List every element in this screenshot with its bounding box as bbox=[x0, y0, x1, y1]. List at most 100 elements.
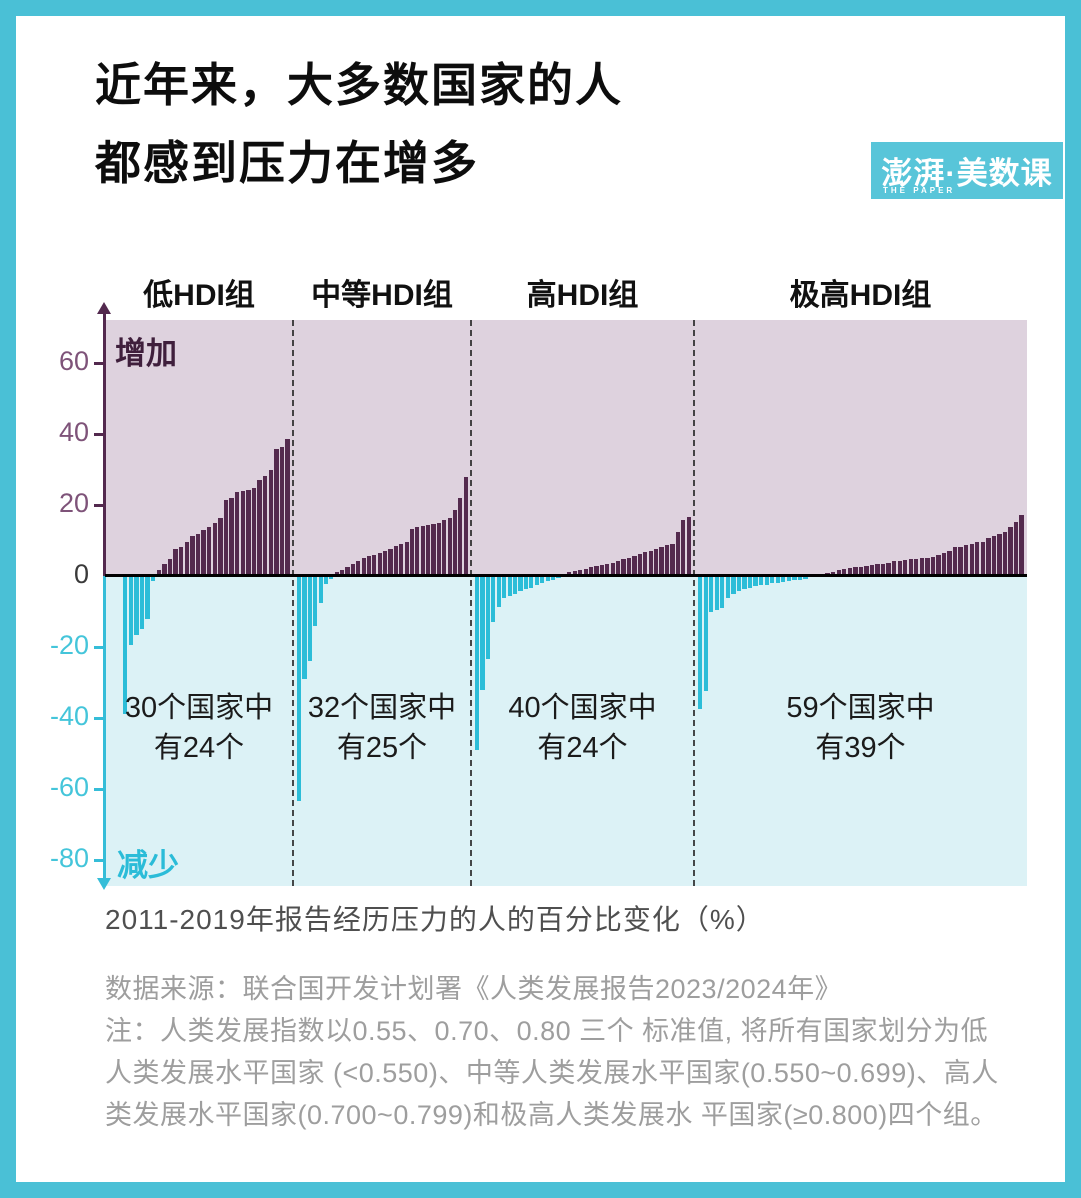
bar bbox=[145, 576, 150, 619]
logo-text: 澎湃·美数课 bbox=[881, 156, 1053, 191]
bar bbox=[681, 520, 686, 576]
bar bbox=[458, 498, 463, 576]
bar bbox=[758, 576, 764, 586]
group-divider-line bbox=[693, 320, 695, 886]
bar bbox=[803, 576, 808, 580]
axis-tick-mark bbox=[94, 717, 103, 720]
bar bbox=[491, 576, 496, 623]
bar bbox=[268, 469, 273, 576]
bar bbox=[610, 562, 615, 576]
bar bbox=[643, 552, 648, 576]
footer-notes: 数据来源：联合国开发计划署《人类发展报告2023/2024年》注：人类发展指数以… bbox=[105, 968, 1005, 1136]
bar bbox=[864, 565, 869, 576]
axis-tick-label: -60 bbox=[49, 772, 89, 802]
bar bbox=[875, 564, 880, 576]
bar bbox=[251, 487, 257, 576]
bar bbox=[190, 535, 195, 576]
bar bbox=[257, 479, 262, 576]
bar bbox=[156, 570, 161, 576]
bar bbox=[151, 576, 156, 582]
bar bbox=[958, 546, 963, 576]
footer-line: 人类发展水平国家 (<0.550)、中等人类发展水平国家(0.550~0.699… bbox=[105, 1058, 999, 1088]
bar bbox=[240, 490, 245, 576]
bar bbox=[246, 489, 251, 576]
bar bbox=[1002, 531, 1008, 576]
bar bbox=[853, 567, 858, 576]
bar bbox=[223, 500, 229, 576]
bar bbox=[714, 576, 719, 610]
bar bbox=[626, 557, 632, 576]
axis-tick-mark bbox=[94, 788, 103, 791]
bar bbox=[318, 576, 323, 604]
bar bbox=[442, 520, 447, 576]
bar bbox=[919, 558, 925, 576]
bar bbox=[675, 531, 680, 576]
bar bbox=[725, 576, 731, 598]
footer-line: 注：人类发展指数以0.55、0.70、0.80 三个 标准值, 将所有国家划分为… bbox=[105, 1016, 989, 1046]
axis-tick-label: 0 bbox=[73, 559, 89, 589]
bar bbox=[139, 576, 145, 630]
bar bbox=[720, 576, 725, 608]
bar bbox=[184, 542, 189, 576]
bar bbox=[388, 549, 393, 576]
bar bbox=[366, 555, 372, 576]
group-header-label: 中等HDI组 bbox=[311, 279, 453, 312]
bar bbox=[897, 560, 902, 576]
group-header-label: 极高HDI组 bbox=[789, 279, 932, 312]
bar bbox=[980, 541, 985, 576]
axis-tick-label: 60 bbox=[58, 346, 89, 376]
bar bbox=[179, 547, 184, 576]
bar bbox=[399, 544, 404, 576]
bar bbox=[447, 518, 452, 576]
axis-tick-label: 40 bbox=[58, 417, 89, 447]
bar bbox=[698, 576, 703, 710]
bar bbox=[664, 545, 670, 576]
axis-down-arrow bbox=[97, 878, 111, 890]
bar bbox=[908, 559, 913, 576]
group-header-label: 高HDI组 bbox=[526, 279, 639, 312]
bar bbox=[914, 558, 919, 576]
bar bbox=[670, 544, 675, 576]
bar bbox=[263, 476, 268, 576]
axis-tick-label: -80 bbox=[49, 843, 89, 873]
bar bbox=[523, 576, 529, 590]
page-title: 近年来，大多数国家的人 都感到压力在增多 bbox=[95, 46, 623, 202]
annotation-line-1: 32个国家中 bbox=[307, 692, 457, 724]
bar bbox=[128, 576, 133, 646]
bar bbox=[340, 569, 345, 576]
negative-region-background bbox=[105, 576, 1027, 886]
bar bbox=[307, 576, 312, 662]
bar bbox=[279, 447, 285, 576]
bar bbox=[1019, 515, 1024, 576]
bar bbox=[869, 565, 875, 576]
axis-up-arrow bbox=[97, 302, 111, 314]
bar bbox=[274, 449, 279, 576]
bar bbox=[218, 518, 223, 576]
bar bbox=[632, 555, 637, 576]
bar bbox=[836, 570, 841, 576]
footer-line: 类发展水平国家(0.700~0.799)和极高人类发展水 平国家(≥0.800)… bbox=[105, 1100, 998, 1130]
bar bbox=[529, 576, 534, 588]
bar bbox=[659, 547, 664, 576]
bar bbox=[781, 576, 786, 582]
axis-tick-mark bbox=[94, 859, 103, 862]
group-divider-line bbox=[292, 320, 294, 886]
bar bbox=[361, 557, 366, 576]
bar bbox=[485, 576, 491, 660]
axis-tick-label: -20 bbox=[49, 630, 89, 660]
bar bbox=[475, 576, 480, 750]
bar bbox=[975, 542, 980, 576]
bar bbox=[297, 576, 302, 802]
group-annotation: 40个国家中 有24个 bbox=[508, 688, 656, 768]
bar bbox=[986, 537, 991, 576]
bar bbox=[480, 576, 485, 690]
bar bbox=[409, 528, 415, 576]
group-divider-line bbox=[470, 320, 472, 886]
footer-line: 数据来源：联合国开发计划署《人类发展报告2023/2024年》 bbox=[105, 974, 843, 1004]
bar bbox=[302, 576, 307, 679]
bar bbox=[173, 549, 178, 576]
bar bbox=[941, 553, 947, 576]
bar bbox=[686, 517, 691, 576]
annotation-line-2: 有39个 bbox=[815, 732, 906, 764]
bar bbox=[134, 576, 139, 635]
